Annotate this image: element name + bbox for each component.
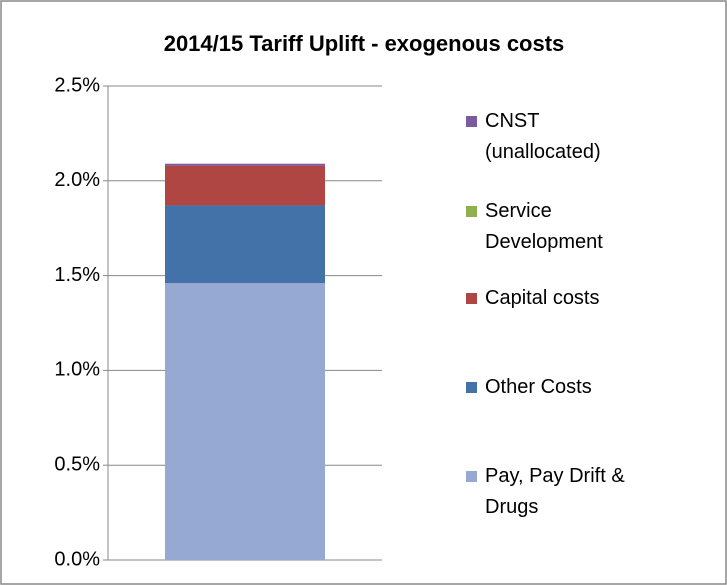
- y-tick-label: 1.5%: [54, 264, 100, 286]
- legend-label: Pay, Pay Drift & Drugs: [485, 465, 625, 518]
- legend-item: Service Development: [466, 196, 646, 258]
- legend-label: Capital costs: [485, 287, 600, 309]
- legend-swatch: [466, 471, 477, 482]
- legend-item: CNST (unallocated): [466, 106, 646, 168]
- legend-swatch: [466, 206, 477, 217]
- legend-swatch: [466, 293, 477, 304]
- y-tick-label: 0.0%: [54, 548, 100, 570]
- y-tick-label: 2.5%: [54, 74, 100, 96]
- legend-swatch: [466, 116, 477, 127]
- y-tick-label: 2.0%: [54, 169, 100, 191]
- legend-label: Other Costs: [485, 376, 592, 398]
- bar-segment: [165, 165, 325, 206]
- legend-label: CNST (unallocated): [485, 110, 601, 163]
- y-tick-label: 0.5%: [54, 453, 100, 475]
- bar-segment: [165, 283, 325, 560]
- legend-item: Pay, Pay Drift & Drugs: [466, 461, 646, 523]
- legend-item: Capital costs: [466, 283, 600, 314]
- chart-title: 2014/15 Tariff Uplift - exogenous costs: [164, 31, 565, 56]
- bar-segment: [165, 163, 325, 166]
- y-tick-label: 1.0%: [54, 359, 100, 381]
- legend-item: Other Costs: [466, 372, 592, 403]
- legend-swatch: [466, 382, 477, 393]
- bar-segment: [165, 205, 325, 284]
- legend-label: Service Development: [485, 200, 603, 253]
